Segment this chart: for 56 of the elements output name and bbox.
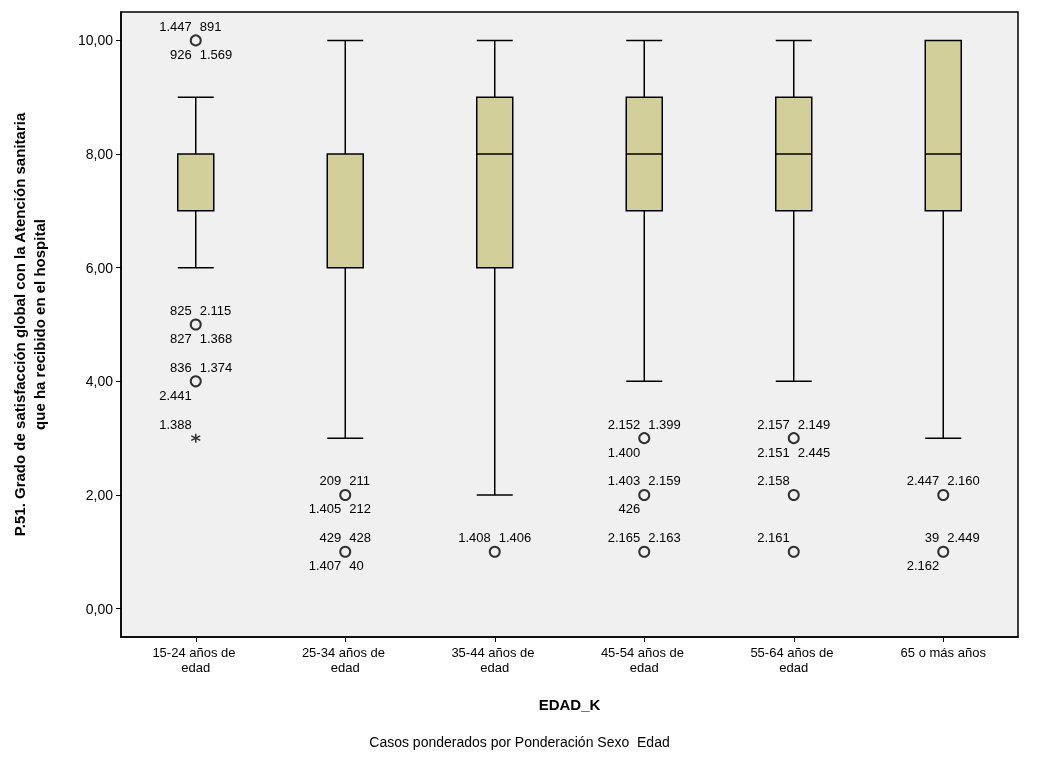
x-tick-label: 45-54 años de edad xyxy=(600,645,688,675)
annotation: 1.388 xyxy=(159,416,192,432)
annotation: 1.407 xyxy=(308,558,342,574)
annotation: 429 xyxy=(319,530,342,546)
annotation: 2.157 xyxy=(757,416,790,432)
annotation: 2.445 xyxy=(797,444,831,460)
annotation: 2.447 xyxy=(906,473,940,489)
annotation: 1.403 xyxy=(607,473,641,489)
annotation: 836 xyxy=(170,359,192,375)
annotation: 426 xyxy=(618,501,641,517)
x-tick-label: 15-24 años de edad xyxy=(152,645,240,675)
annotation: 1.408 xyxy=(458,530,491,546)
annotation: 891 xyxy=(199,18,222,34)
y-tick-label: 4,00 xyxy=(85,373,114,390)
annotation: 211 xyxy=(349,473,370,489)
annotation: 40 xyxy=(349,558,364,574)
annotation: 209 xyxy=(319,473,342,489)
y-tick-label: 0,00 xyxy=(85,600,114,617)
annotation: 1.368 xyxy=(199,331,233,346)
annotation: 39 xyxy=(924,530,940,546)
annotation: 2.161 xyxy=(757,530,790,546)
annotation: 827 xyxy=(170,331,192,346)
annotation: 1.405 xyxy=(308,501,342,517)
annotation: 926 xyxy=(170,46,192,62)
y-axis-title: P.51. Grado de satisfacción global con la Atención sanitaria que ha recibido en el hospital xyxy=(10,112,48,537)
x-tick-label: 35-44 años de edad xyxy=(451,645,539,675)
annotation: 212 xyxy=(349,501,371,517)
annotation: 1.569 xyxy=(199,46,233,62)
annotation: 1.400 xyxy=(607,444,641,460)
annotation: 428 xyxy=(349,530,371,546)
annotation: 2.165 xyxy=(607,530,641,546)
annotation: 2.160 xyxy=(947,473,980,489)
y-tick-label: 8,00 xyxy=(85,146,114,163)
y-tick-label: 6,00 xyxy=(85,259,114,276)
text: Casos ponderados por Ponderación Sexo Edad xyxy=(369,734,670,750)
annotation: 2.158 xyxy=(757,473,790,489)
annotation: 2.149 xyxy=(797,416,831,432)
annotation: 2.441 xyxy=(159,387,192,403)
annotation: 825 xyxy=(170,303,192,318)
annotation: 2.449 xyxy=(947,530,980,546)
annotation: 1.374 xyxy=(199,359,233,375)
y-tick-label: 2,00 xyxy=(85,486,114,503)
x-tick-label: 55-64 años de edad xyxy=(750,645,838,675)
annotation: 1.406 xyxy=(498,530,532,546)
annotation: 2.159 xyxy=(648,473,681,489)
x-axis-title: EDAD_K xyxy=(538,696,601,713)
annotation: 2.151 xyxy=(757,444,790,460)
annotation: 1.447 xyxy=(159,18,192,34)
annotation: 2.152 xyxy=(607,416,641,432)
y-tick-label: 10,00 xyxy=(77,32,114,49)
x-tick-label: 65 o más años xyxy=(900,645,987,660)
annotation: 2.162 xyxy=(906,558,940,574)
annotation: 2.163 xyxy=(648,530,681,546)
x-tick-label: 25-34 años de edad xyxy=(301,645,389,675)
annotation: 1.399 xyxy=(648,416,681,432)
annotation: 2.115 xyxy=(199,303,232,318)
